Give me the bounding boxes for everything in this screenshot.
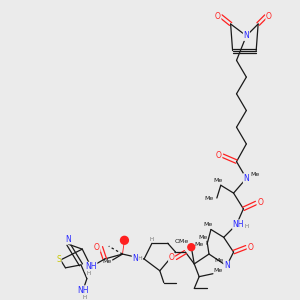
Text: H: H	[150, 237, 154, 242]
Circle shape	[188, 244, 195, 250]
Text: N: N	[244, 174, 249, 183]
Text: N: N	[65, 235, 71, 244]
Text: Me: Me	[203, 222, 213, 227]
Text: H: H	[83, 295, 87, 300]
Text: H: H	[244, 224, 248, 229]
Text: NH: NH	[77, 286, 89, 295]
Text: O: O	[216, 151, 222, 160]
Text: O: O	[266, 12, 272, 21]
Text: OMe: OMe	[174, 239, 189, 244]
Text: Me: Me	[194, 242, 204, 247]
Text: NH: NH	[233, 220, 244, 229]
Text: O: O	[94, 243, 100, 252]
Text: N: N	[244, 31, 249, 40]
Text: Me: Me	[102, 260, 111, 264]
Text: O: O	[169, 254, 175, 262]
Text: N: N	[224, 261, 230, 270]
Text: Me: Me	[213, 178, 223, 183]
Text: NH: NH	[85, 262, 97, 271]
Text: N: N	[132, 254, 138, 263]
Text: Me: Me	[199, 235, 208, 240]
Text: Me: Me	[250, 172, 260, 177]
Text: Me: Me	[213, 268, 223, 273]
Text: H: H	[138, 256, 142, 262]
Text: Me: Me	[204, 196, 214, 200]
Text: S: S	[56, 256, 61, 265]
Text: O: O	[247, 243, 253, 252]
Text: Me: Me	[214, 258, 224, 263]
Circle shape	[121, 236, 128, 244]
Text: O: O	[215, 12, 221, 21]
Text: O: O	[257, 198, 263, 207]
Text: H: H	[87, 271, 91, 276]
